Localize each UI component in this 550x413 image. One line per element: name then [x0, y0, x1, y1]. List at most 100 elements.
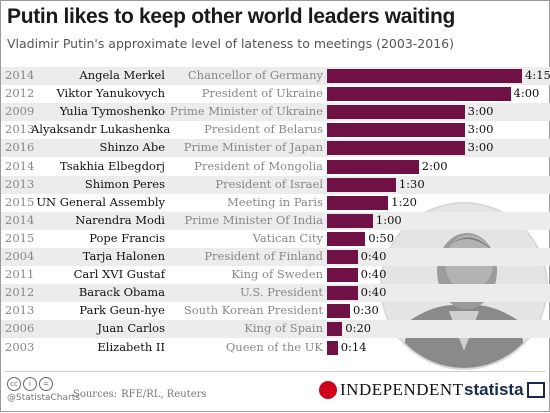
year-label: 2004 — [5, 249, 35, 263]
role-label: Prime Minister of Japan — [183, 140, 323, 155]
bar-value-label: 0:40 — [360, 249, 387, 263]
leader-name-label: Tarja Halonen — [82, 249, 165, 263]
bar-row: 2012 Viktor Yanukovych President of Ukrain… — [1, 85, 550, 103]
leader-name-label: Narendra Modi — [75, 212, 165, 227]
bar-row: 2013 Alyaksandr Lukashenka President of Be… — [1, 121, 550, 139]
chart-subtitle: Vladimir Putin's approximate level of la… — [7, 36, 454, 51]
bar — [327, 231, 366, 246]
year-label: 2013 — [5, 122, 35, 137]
year-label: 2006 — [5, 321, 35, 336]
bar-value-label: 0:14 — [340, 339, 367, 354]
bar — [327, 141, 465, 156]
bar — [327, 195, 389, 210]
bar — [327, 123, 465, 138]
bar-value-label: 4:15 — [525, 68, 550, 82]
role-label: Chancellor of Germany — [187, 68, 323, 82]
year-label: 2015 — [5, 194, 35, 209]
source-label: Sources: — [73, 389, 118, 400]
bar-row: 2014 Narendra Modi Prime Minister Of India… — [1, 211, 550, 230]
noderivs-icon: = — [39, 377, 53, 391]
statista-handle: @StatistaCharts — [7, 393, 80, 403]
bar — [327, 322, 343, 337]
role-label: President of Belarus — [204, 122, 323, 137]
bar-value-label: 0:50 — [368, 230, 395, 245]
leader-name-label: Tsakhia Elbegdorj — [59, 158, 165, 173]
year-label: 2013 — [5, 176, 35, 191]
leader-name-label: Park Geun-hye — [79, 303, 165, 318]
leader-name-label: Shinzo Abe — [99, 140, 165, 155]
bar-value-label: 0:20 — [345, 321, 372, 336]
bar — [327, 340, 338, 355]
statista-logo[interactable]: statista — [464, 380, 545, 400]
bar-value-label: 0:40 — [360, 285, 387, 300]
eagle-icon — [319, 381, 337, 399]
bar — [327, 87, 511, 102]
leader-name-label: Angela Merkel — [79, 68, 165, 82]
bar — [327, 304, 350, 319]
cc-icon: cc — [7, 377, 21, 391]
role-label: King of Sweden — [231, 267, 323, 282]
role-label: Meeting in Paris — [226, 194, 323, 209]
bar-value-label: 1:00 — [375, 212, 402, 227]
role-label: President of Finland — [204, 249, 323, 263]
source-text: RFE/RL, Reuters — [121, 389, 207, 400]
bar — [327, 268, 358, 283]
leader-name-label: Carl XVI Gustaf — [73, 267, 165, 282]
bar-value-label: 0:30 — [352, 303, 379, 318]
bar-row: 2003 Elizabeth II Queen of the UK 0:14 — [1, 339, 550, 357]
chart-title: Putin likes to keep other world leaders … — [7, 5, 456, 28]
role-label: Vatican City — [252, 230, 323, 245]
leader-name-label: Elizabeth II — [97, 339, 165, 354]
role-label: President of Mongolia — [194, 158, 323, 173]
bar-value-label: 2:00 — [421, 158, 448, 173]
independent-logo[interactable]: INDEPENDENT — [319, 380, 464, 400]
leader-name-label: Alyaksandr Lukashenka — [31, 122, 171, 137]
year-label: 2012 — [5, 285, 35, 300]
year-label: 2014 — [5, 158, 35, 173]
bar — [327, 213, 373, 228]
year-label: 2015 — [5, 230, 35, 245]
bar — [327, 69, 522, 83]
leader-name-label: Viktor Yanukovych — [56, 86, 165, 101]
bar-row: 2014 Tsakhia Elbegdorj President of Mongol… — [1, 158, 550, 176]
source-note: Sources: RFE/RL, Reuters — [73, 389, 207, 400]
leader-name-label: Barack Obama — [78, 285, 165, 300]
year-label: 2014 — [5, 68, 35, 82]
attribution-icon: i — [23, 377, 37, 391]
role-label: King of Spain — [244, 321, 323, 336]
leader-name-label: UN General Assembly — [36, 194, 165, 209]
bar-row: 2015 Pope Francis Vatican City 0:50 — [1, 230, 550, 248]
year-label: 2009 — [5, 104, 35, 119]
bar — [327, 177, 396, 192]
bar-row: 2011 Carl XVI Gustaf King of Sweden 0:40 — [1, 266, 550, 284]
role-label: U.S. President — [240, 285, 323, 300]
bar-value-label: 3:00 — [467, 140, 494, 155]
role-label: Prime Minister of Ukraine — [169, 104, 323, 119]
year-label: 2014 — [5, 212, 35, 227]
statista-mark-icon — [526, 382, 545, 398]
leader-name-label: Juan Carlos — [97, 321, 165, 336]
bar-row: 2016 Shinzo Abe Prime Minister of Japan 3:0… — [1, 139, 550, 158]
role-label: President of Israel — [215, 176, 323, 191]
year-label: 2003 — [5, 339, 35, 354]
bar — [327, 159, 419, 174]
role-label: Queen of the UK — [225, 339, 323, 354]
bar-value-label: 1:30 — [398, 176, 425, 191]
year-label: 2013 — [5, 303, 35, 318]
independent-wordmark: INDEPENDENT — [340, 380, 464, 399]
bar — [327, 105, 465, 120]
statista-wordmark: statista — [464, 380, 524, 399]
bar-row: 2006 Juan Carlos King of Spain 0:20 — [1, 320, 550, 339]
year-label: 2016 — [5, 140, 35, 155]
bar-row: 2014 Angela Merkel Chancellor of Germany 4:… — [1, 67, 550, 86]
role-label: Prime Minister Of India — [184, 212, 323, 227]
bar-row: 2013 Park Geun-hye South Korean President 0… — [1, 302, 550, 320]
license-icons: cc i = — [7, 377, 53, 391]
bar — [327, 286, 358, 301]
role-label: South Korean President — [183, 303, 323, 318]
leader-name-label: Shimon Peres — [84, 176, 165, 191]
bar-value-label: 4:00 — [513, 86, 540, 101]
bar-value-label: 3:00 — [467, 104, 494, 119]
